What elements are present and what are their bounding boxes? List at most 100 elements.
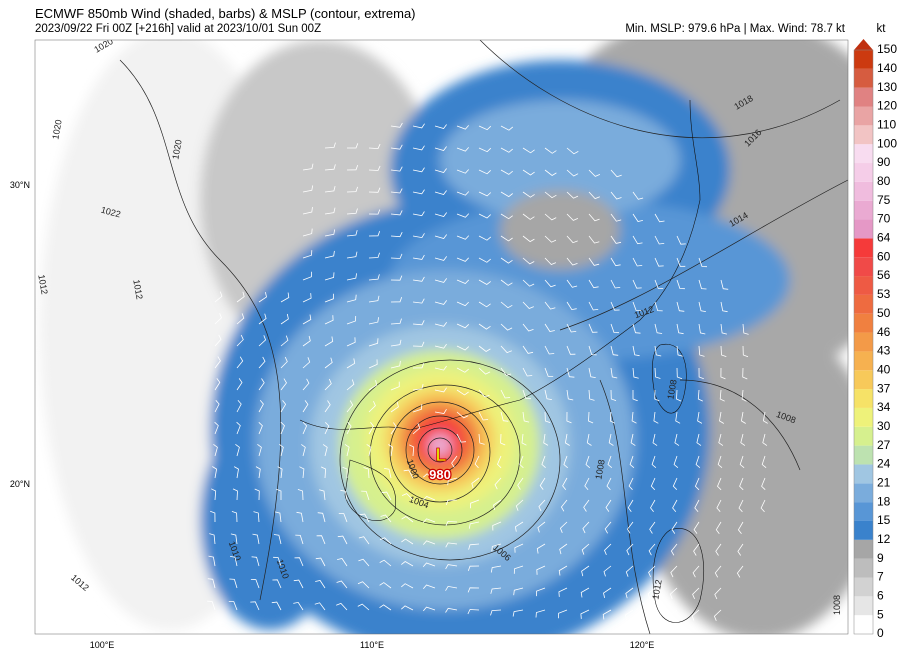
colorbar-band <box>854 445 873 465</box>
colorbar-band <box>854 294 873 314</box>
colorbar-band <box>854 351 873 371</box>
wind-barb <box>229 578 238 589</box>
wind-barb <box>632 367 639 379</box>
wind-barb <box>445 607 458 613</box>
wind-barb <box>544 147 557 154</box>
wind-barb <box>207 578 216 589</box>
wind-barb <box>522 323 534 332</box>
wind-barb <box>233 466 239 479</box>
wind-barb <box>236 378 243 391</box>
wind-barb <box>346 230 358 237</box>
wind-barb <box>715 543 722 556</box>
wind-barb <box>761 477 766 490</box>
wind-barb <box>390 422 397 435</box>
wind-barb <box>231 511 238 523</box>
wind-barb <box>631 411 637 424</box>
wind-barb <box>566 169 579 177</box>
wind-barb <box>403 469 414 479</box>
wind-barb <box>544 411 551 423</box>
wind-barb <box>346 400 354 413</box>
wind-barb <box>491 543 502 552</box>
wind-barb <box>361 490 370 501</box>
wind-barb <box>255 466 261 479</box>
wind-barb <box>478 147 492 153</box>
wind-barb <box>379 559 392 567</box>
wind-barb <box>536 565 546 575</box>
wind-barb <box>604 521 612 534</box>
wind-barb <box>257 443 262 457</box>
wind-barb <box>698 323 706 335</box>
contour-label: 1008 <box>665 379 678 400</box>
colorbar-band <box>854 50 873 69</box>
wind-barb <box>434 168 447 173</box>
wind-barb <box>697 389 703 402</box>
colorbar-label: 7 <box>877 570 884 584</box>
wind-barb <box>514 543 524 553</box>
wind-barb <box>588 367 596 378</box>
wind-barb <box>602 609 612 620</box>
wind-barb <box>648 565 656 578</box>
wind-barb <box>720 279 729 290</box>
wind-barb <box>211 488 217 501</box>
wind-barb <box>401 561 414 567</box>
wind-barb <box>513 587 524 596</box>
wind-barb <box>521 433 527 446</box>
wind-barb <box>302 163 314 171</box>
wind-barb <box>500 169 513 175</box>
wind-barb <box>500 433 506 446</box>
wind-barb <box>742 323 749 335</box>
wind-barb <box>610 345 619 356</box>
wind-barb <box>468 543 480 550</box>
wind-barb <box>467 609 480 615</box>
wind-barb <box>714 565 722 578</box>
wind-barb <box>522 191 535 198</box>
wind-barb <box>627 521 634 534</box>
wind-barb <box>250 579 260 589</box>
wind-barb <box>544 345 555 355</box>
wind-barb <box>456 345 470 351</box>
wind-barb <box>610 301 620 311</box>
wind-barb <box>337 535 348 545</box>
wind-barb <box>412 276 425 282</box>
colorbar-label: 56 <box>877 268 891 282</box>
wind-barb <box>456 433 467 443</box>
wind-barb <box>654 367 661 379</box>
wind-barb <box>236 356 244 369</box>
wind-barb <box>213 443 218 457</box>
colorbar-band <box>854 370 873 390</box>
wind-barb <box>456 147 469 152</box>
colorbar-label: 140 <box>877 61 897 75</box>
wind-barb <box>412 423 421 435</box>
wind-barb <box>253 511 260 523</box>
wind-barb <box>412 123 425 129</box>
wind-barb <box>562 477 568 490</box>
wind-barb <box>566 235 578 244</box>
colorbar-arrow <box>854 39 873 50</box>
wind-barb <box>324 207 336 215</box>
wind-barb <box>412 211 425 217</box>
wind-barb <box>654 257 664 267</box>
wind-barb <box>610 191 622 200</box>
wind-barb <box>761 455 767 469</box>
wind-barb <box>297 489 304 501</box>
wind-barb <box>258 292 267 303</box>
wind-barb <box>277 466 283 479</box>
wind-barb <box>456 389 469 396</box>
coastlines <box>299 99 705 623</box>
wind-barb <box>337 558 348 567</box>
contour-label: 1012 <box>131 279 144 300</box>
wind-barb <box>236 313 245 325</box>
wind-barb <box>566 389 574 401</box>
wind-barb <box>713 609 722 621</box>
wind-barb <box>541 455 546 468</box>
wind-barb <box>478 169 491 175</box>
wind-barb <box>434 278 448 283</box>
wind-barb <box>647 609 656 621</box>
wind-barb <box>586 433 592 446</box>
colorbar-band <box>854 596 873 616</box>
colorbar-label: 50 <box>877 306 891 320</box>
colorbar-band <box>854 68 873 88</box>
wind-barb <box>719 389 725 402</box>
wind-barb <box>275 511 282 523</box>
wind-barb <box>698 257 708 268</box>
